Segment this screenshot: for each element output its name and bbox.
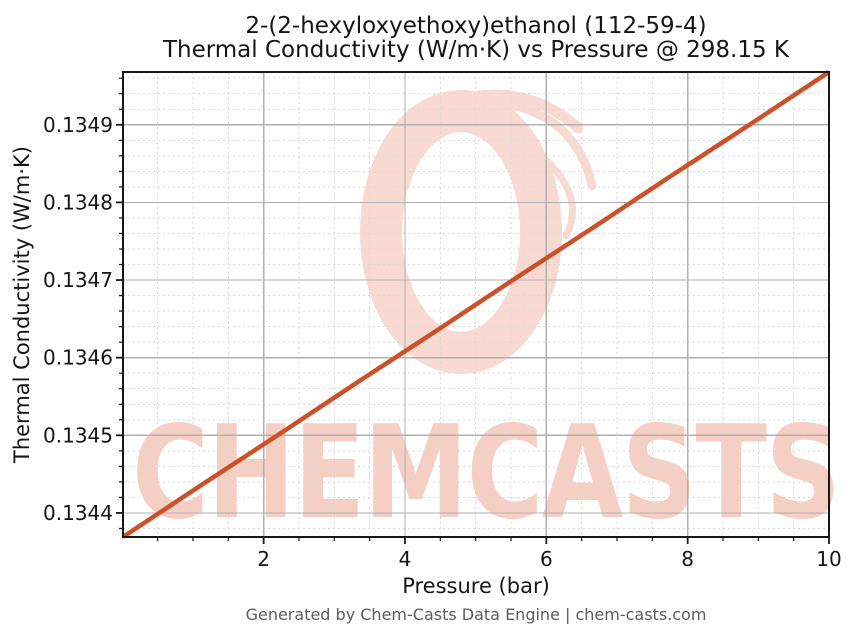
footer-attribution: Generated by Chem-Casts Data Engine | ch… — [245, 605, 707, 624]
watermark-swirl-icon — [495, 98, 597, 191]
chart-title: 2-(2-hexyloxyethoxy)ethanol (112-59-4) T… — [123, 14, 829, 62]
y-tick-label: 0.1348 — [43, 190, 113, 214]
y-tick-label: 0.1344 — [43, 501, 113, 525]
y-tick-label: 0.1347 — [43, 268, 113, 292]
chart-title-line-1: 2-(2-hexyloxyethoxy)ethanol (112-59-4) — [245, 13, 707, 39]
data-line-series — [121, 70, 831, 539]
watermark-swirl-icon — [542, 156, 577, 240]
watermark-ring — [360, 90, 562, 374]
x-tick-label: 2 — [257, 547, 270, 571]
y-tick-label: 0.1345 — [43, 423, 113, 447]
x-tick-label: 6 — [540, 547, 553, 571]
x-tick-label: 4 — [399, 547, 412, 571]
y-tick-label: 0.1346 — [43, 346, 113, 370]
x-tick-label: 10 — [816, 547, 841, 571]
watermark-swirl-icon — [414, 89, 584, 134]
chart-title-line-2: Thermal Conductivity (W/m·K) vs Pressure… — [162, 37, 790, 63]
x-axis-label: Pressure (bar) — [402, 574, 550, 598]
y-tick-label: 0.1349 — [43, 113, 113, 137]
y-axis-label: Thermal Conductivity (W/m·K) — [10, 146, 34, 463]
x-tick-label: 8 — [681, 547, 694, 571]
